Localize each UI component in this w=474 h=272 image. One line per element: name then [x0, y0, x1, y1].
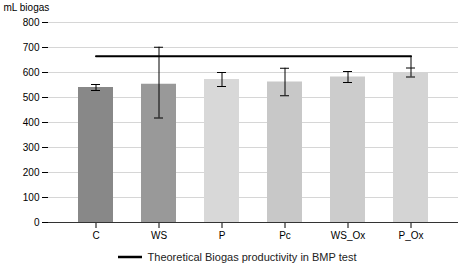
svg-text:WS_Ox: WS_Ox	[331, 230, 365, 241]
svg-text:700: 700	[23, 42, 40, 53]
html-text:Theoretical Biogas productivit: Theoretical Biogas productivity in BMP t…	[147, 251, 357, 263]
svg-text:500: 500	[23, 92, 40, 103]
svg-text:C: C	[92, 230, 99, 241]
svg-text:300: 300	[23, 142, 40, 153]
svg-text:P: P	[219, 230, 226, 241]
svg-text:0: 0	[34, 217, 40, 228]
svg-text:Pc: Pc	[279, 230, 291, 241]
svg-text:600: 600	[23, 67, 40, 78]
svg-text:400: 400	[23, 117, 40, 128]
svg-text:P_Ox: P_Ox	[398, 230, 423, 241]
svg-text:WS: WS	[151, 230, 167, 241]
svg-text:800: 800	[23, 17, 40, 28]
svg-text:100: 100	[23, 192, 40, 203]
svg-text:mL biogas: mL biogas	[4, 2, 50, 13]
svg-text:200: 200	[23, 167, 40, 178]
